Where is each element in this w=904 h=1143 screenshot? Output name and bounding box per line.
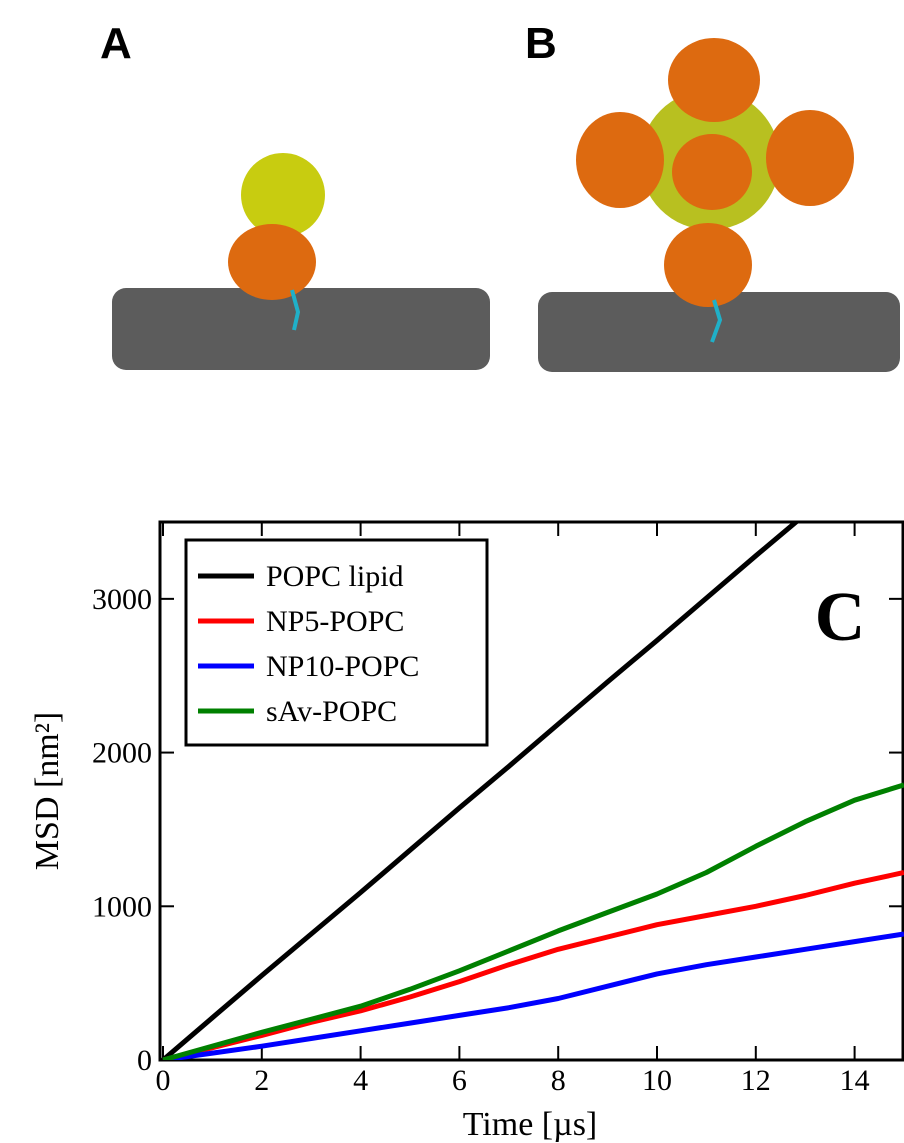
x-tick-label: 0 bbox=[156, 1064, 171, 1097]
protein bbox=[668, 38, 760, 122]
panel-label: B bbox=[525, 19, 557, 68]
protein bbox=[672, 134, 752, 210]
series-line bbox=[163, 934, 904, 1060]
x-axis-label: Time [µs] bbox=[463, 1106, 598, 1143]
panel-label: C bbox=[815, 579, 866, 656]
y-tick-label: 3000 bbox=[92, 583, 152, 616]
y-axis-label: MSD [nm²] bbox=[29, 712, 66, 870]
x-tick-label: 14 bbox=[840, 1064, 870, 1097]
x-tick-label: 2 bbox=[254, 1064, 269, 1097]
series-line bbox=[163, 785, 904, 1060]
y-tick-label: 0 bbox=[137, 1044, 152, 1077]
membrane bbox=[112, 288, 490, 370]
x-tick-label: 4 bbox=[353, 1064, 368, 1097]
x-tick-label: 12 bbox=[741, 1064, 771, 1097]
nanoparticle bbox=[241, 153, 325, 237]
x-tick-label: 10 bbox=[642, 1064, 672, 1097]
legend-label: sAv-POPC bbox=[266, 695, 397, 728]
protein bbox=[228, 224, 316, 300]
legend-label: POPC lipid bbox=[266, 560, 404, 593]
x-tick-label: 6 bbox=[452, 1064, 467, 1097]
panel-label: A bbox=[100, 19, 132, 68]
render-a bbox=[112, 153, 490, 370]
y-tick-label: 1000 bbox=[92, 890, 152, 923]
legend-label: NP5-POPC bbox=[266, 605, 404, 638]
protein bbox=[576, 112, 664, 208]
figure: A B C Time [µs] MSD [nm²] 0 2 4 6 8 10 12 14 0 10… bbox=[0, 0, 904, 1143]
protein bbox=[664, 223, 752, 307]
protein bbox=[766, 110, 854, 206]
legend-label: NP10-POPC bbox=[266, 650, 419, 683]
y-tick-label: 2000 bbox=[92, 737, 152, 770]
x-tick-label: 8 bbox=[551, 1064, 566, 1097]
render-b bbox=[538, 38, 900, 372]
